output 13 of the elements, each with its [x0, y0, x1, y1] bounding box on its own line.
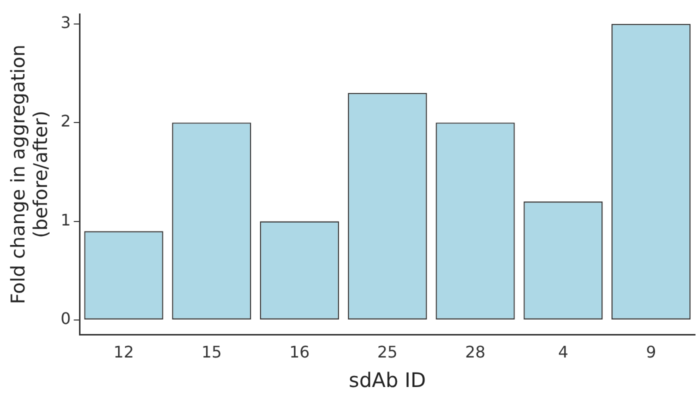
- x-tick-label: 28: [465, 342, 486, 362]
- x-tick-label: 25: [377, 342, 398, 362]
- x-axis-title: sdAb ID: [348, 368, 426, 392]
- x-tick-label: 9: [646, 342, 656, 362]
- x-tick-label: 15: [201, 342, 222, 362]
- y-tick-label: 2: [60, 112, 71, 131]
- y-tick-label: 0: [60, 309, 71, 328]
- x-tick-label: 12: [114, 342, 134, 362]
- y-axis-title: Fold change in aggregation (before/after): [7, 44, 52, 304]
- y-tick-label: 1: [60, 210, 71, 230]
- y-tick-label: 3: [60, 13, 71, 32]
- x-tick-label: 4: [558, 342, 568, 362]
- x-tick-label: 16: [289, 342, 310, 362]
